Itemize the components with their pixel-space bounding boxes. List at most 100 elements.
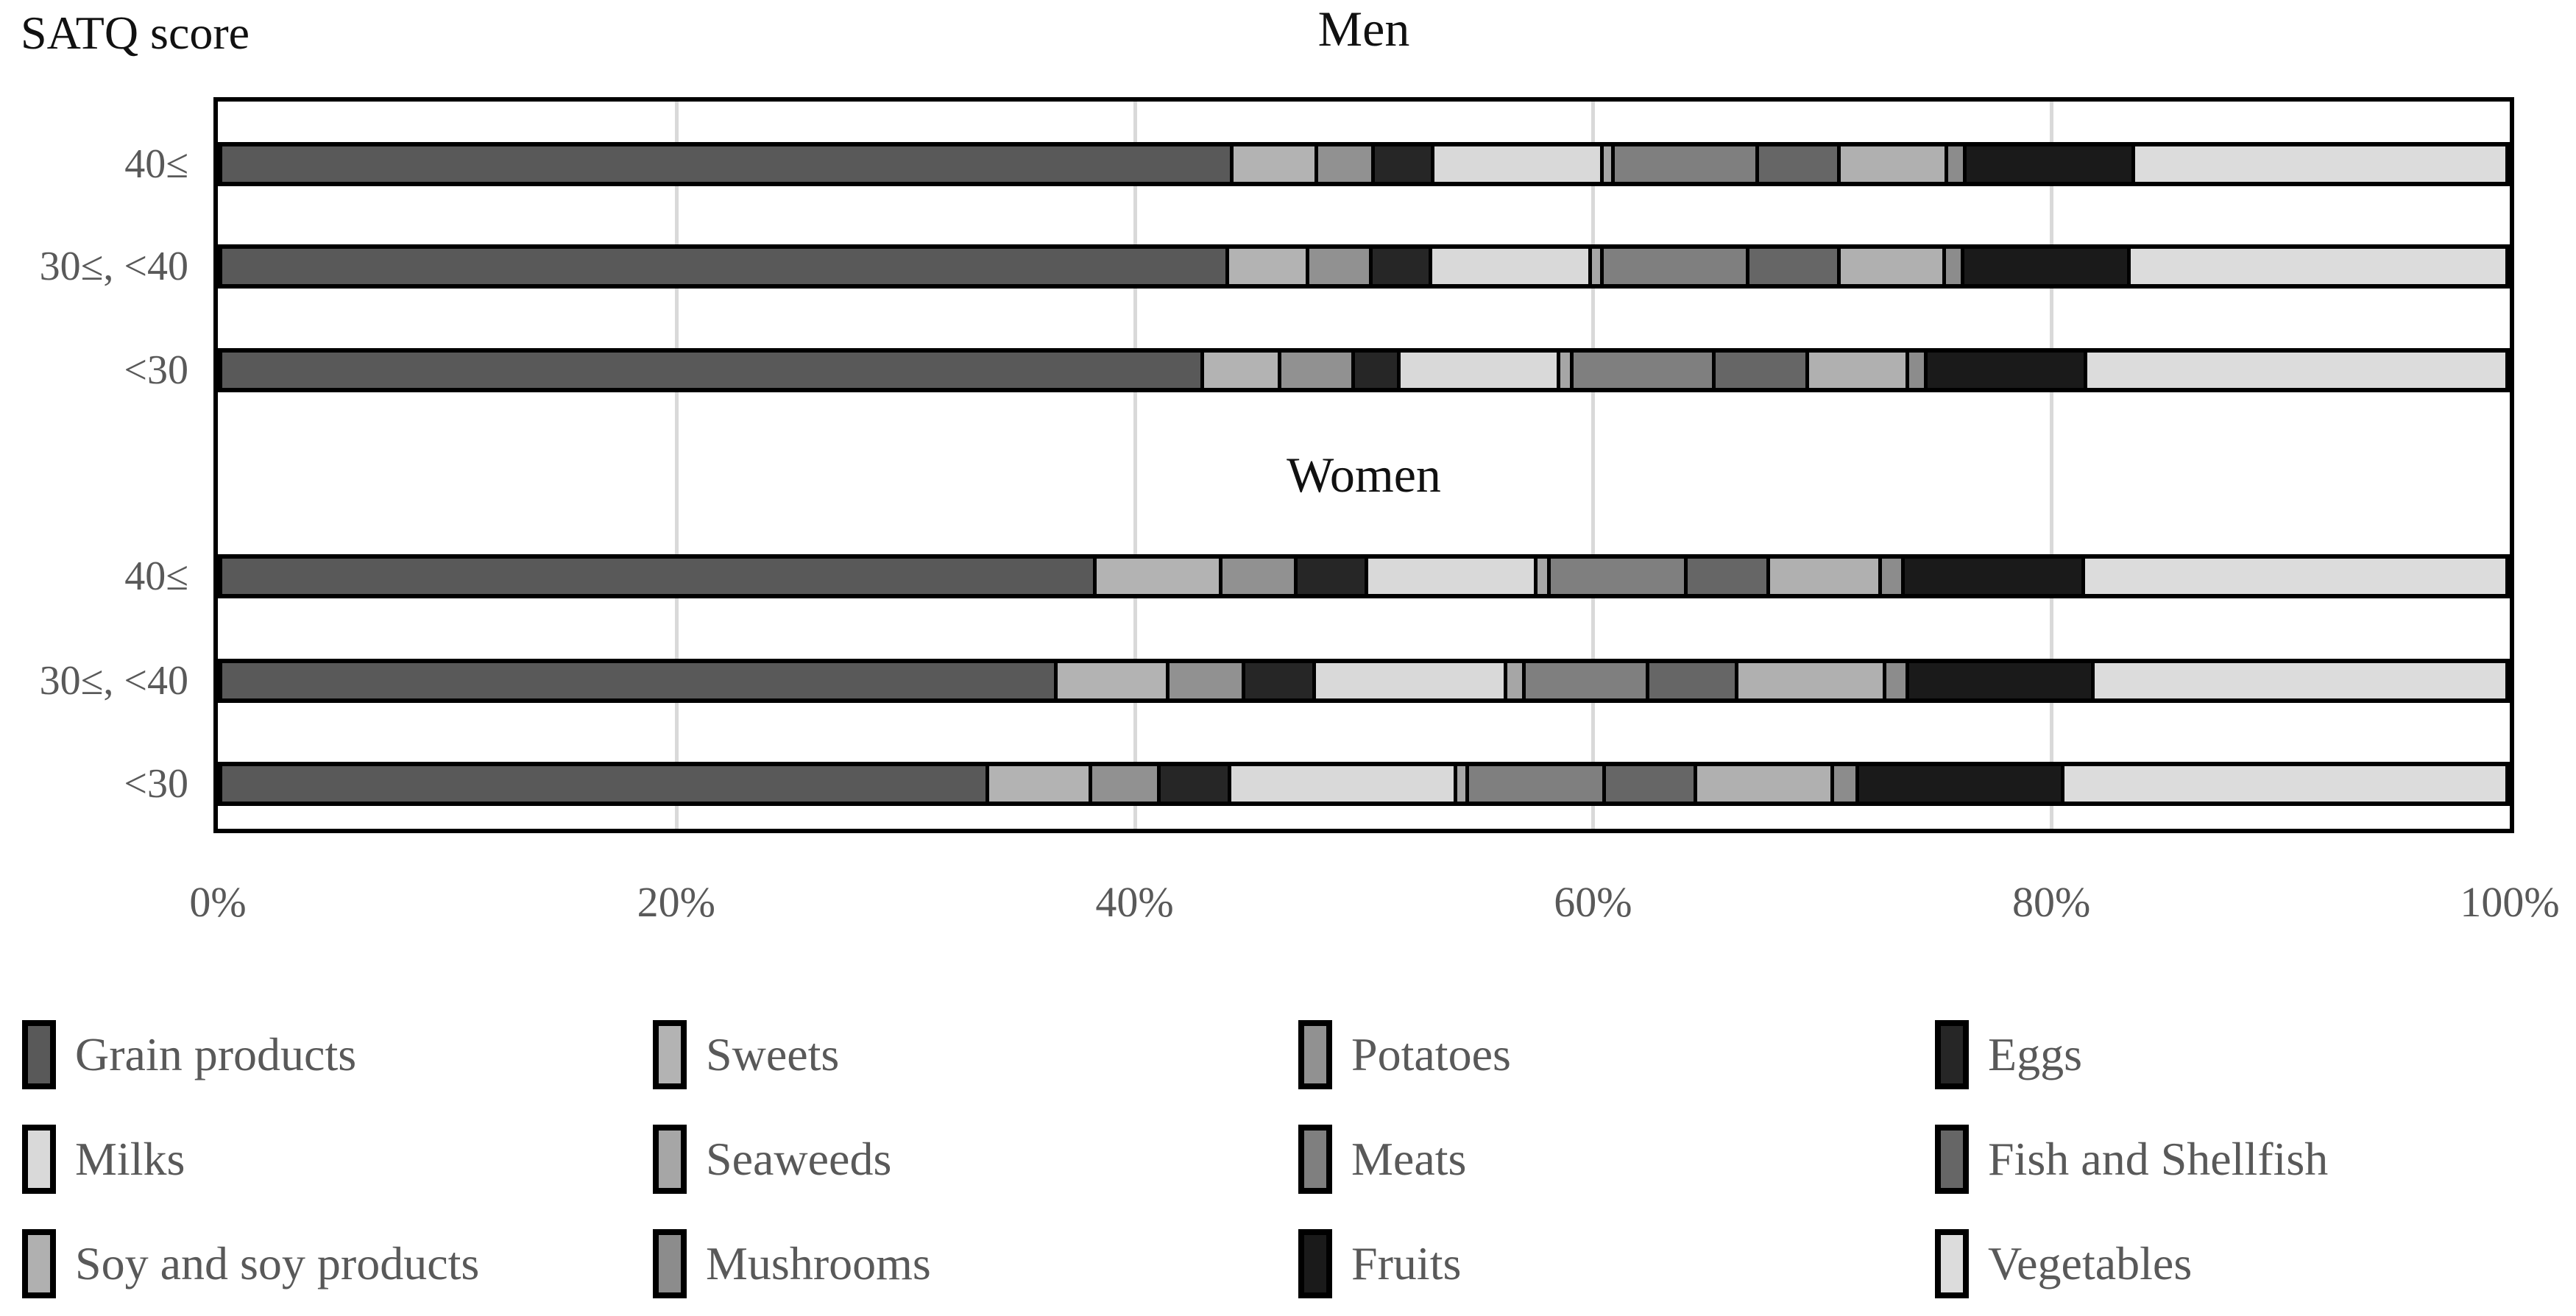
legend-swatch-potatoes (1298, 1020, 1332, 1089)
legend-label-fruits: Fruits (1351, 1237, 1462, 1290)
x-tick-40: 40% (1095, 878, 1174, 926)
bar-men-40 (218, 142, 2510, 186)
segment-soy-and-soy-products (1738, 663, 1887, 698)
legend-item-meats: Meats (1298, 1107, 1935, 1211)
segment-milks (1368, 559, 1538, 594)
segment-milks (1315, 663, 1508, 698)
gridlines-layer (218, 102, 2510, 829)
bar-men-30 (218, 348, 2510, 392)
segment-fruits (1859, 766, 2065, 802)
legend-label-meats: Meats (1351, 1133, 1467, 1185)
segment-sweets (1228, 249, 1309, 284)
segment-grain-products (222, 353, 1204, 388)
segment-grain-products (222, 146, 1234, 182)
segment-grain-products (222, 766, 990, 802)
segment-fish-and-shellfish (1649, 663, 1738, 698)
segment-eggs (1373, 249, 1433, 284)
segment-vegetables (2135, 146, 2505, 182)
segment-meats (1551, 559, 1688, 594)
legend-item-grain-products: Grain products (22, 1002, 653, 1107)
segment-seaweeds (1560, 353, 1574, 388)
plot-area: Women (213, 97, 2514, 833)
segment-potatoes (1222, 559, 1298, 594)
segment-mushrooms (1886, 663, 1910, 698)
segment-seaweeds (1507, 663, 1526, 698)
segment-potatoes (1317, 146, 1376, 182)
bar-men-30-40 (218, 244, 2510, 289)
legend-item-mushrooms: Mushrooms (653, 1211, 1298, 1316)
segment-vegetables (2085, 559, 2505, 594)
gridline-20 (674, 102, 679, 829)
legend-item-fish-and-shellfish: Fish and Shellfish (1935, 1107, 2328, 1211)
legend-swatch-sweets (653, 1020, 687, 1089)
segment-meats (1574, 353, 1716, 388)
legend-swatch-eggs (1935, 1020, 1969, 1089)
segment-meats (1615, 146, 1759, 182)
legend: Grain products Sweets Potatoes Eggs Milks Sea… (22, 1002, 2328, 1316)
segment-milks (1231, 766, 1458, 802)
segment-potatoes (1281, 353, 1355, 388)
segment-eggs (1245, 663, 1316, 698)
segment-sweets (989, 766, 1092, 802)
segment-fruits (1928, 353, 2088, 388)
legend-swatch-grain-products (22, 1020, 56, 1089)
segment-eggs (1298, 559, 1369, 594)
segment-fish-and-shellfish (1758, 146, 1841, 182)
segment-vegetables (2064, 766, 2505, 802)
segment-fruits (1966, 146, 2136, 182)
segment-mushrooms (1945, 249, 1964, 284)
segment-eggs (1160, 766, 1232, 802)
segment-grain-products (222, 559, 1097, 594)
x-tick-0: 0% (189, 878, 247, 926)
segment-grain-products (222, 663, 1058, 698)
legend-item-sweets: Sweets (653, 1002, 1298, 1107)
category-label-men-40: 40≤ (124, 141, 188, 187)
segment-fish-and-shellfish (1715, 353, 1809, 388)
gridline-60 (1591, 102, 1596, 829)
category-label-women-30: <30 (124, 761, 188, 807)
legend-swatch-milks (22, 1125, 56, 1194)
segment-vegetables (2087, 353, 2505, 388)
legend-swatch-fruits (1298, 1229, 1332, 1298)
segment-sweets (1058, 663, 1170, 698)
legend-item-soy-and-soy-products: Soy and soy products (22, 1211, 653, 1316)
category-label-women-40: 40≤ (124, 553, 188, 599)
gridline-80 (2050, 102, 2054, 829)
segment-seaweeds (1537, 559, 1551, 594)
segment-fruits (1909, 663, 2095, 698)
percent-axis: 0% 20% 40% 60% 80% 100% (189, 867, 2559, 937)
segment-seaweeds (1603, 146, 1616, 182)
segment-eggs (1354, 353, 1401, 388)
segment-seaweeds (1592, 249, 1604, 284)
segment-potatoes (1309, 249, 1373, 284)
legend-label-milks: Milks (75, 1133, 185, 1185)
segment-vegetables (2094, 663, 2505, 698)
segment-soy-and-soy-products (1808, 353, 1910, 388)
segment-vegetables (2131, 249, 2505, 284)
segment-soy-and-soy-products (1770, 559, 1883, 594)
segment-soy-and-soy-products (1841, 146, 1949, 182)
legend-label-vegetables: Vegetables (1988, 1237, 2193, 1290)
segment-potatoes (1170, 663, 1245, 698)
legend-swatch-soy-and-soy-products (22, 1229, 56, 1298)
segment-soy-and-soy-products (1696, 766, 1834, 802)
category-axis: 40≤ 30≤, <40 <30 40≤ 30≤, <40 <30 (0, 102, 188, 833)
segment-potatoes (1091, 766, 1161, 802)
legend-swatch-vegetables (1935, 1229, 1969, 1298)
legend-item-potatoes: Potatoes (1298, 1002, 1935, 1107)
segment-sweets (1097, 559, 1222, 594)
segment-milks (1432, 249, 1593, 284)
legend-item-seaweeds: Seaweeds (653, 1107, 1298, 1211)
segment-mushrooms (1909, 353, 1928, 388)
category-label-men-30-40: 30≤, <40 (39, 244, 188, 289)
segment-mushrooms (1833, 766, 1860, 802)
segment-sweets (1234, 146, 1318, 182)
segment-meats (1468, 766, 1606, 802)
segment-fish-and-shellfish (1605, 766, 1697, 802)
segment-milks (1434, 146, 1604, 182)
x-tick-80: 80% (2012, 878, 2091, 926)
segment-fruits (1905, 559, 2086, 594)
figure: SATQ score Men Women 40≤ 30≤, <40 <30 40≤ 30… (0, 1, 2560, 1298)
legend-item-eggs: Eggs (1935, 1002, 2328, 1107)
legend-swatch-seaweeds (653, 1125, 687, 1194)
